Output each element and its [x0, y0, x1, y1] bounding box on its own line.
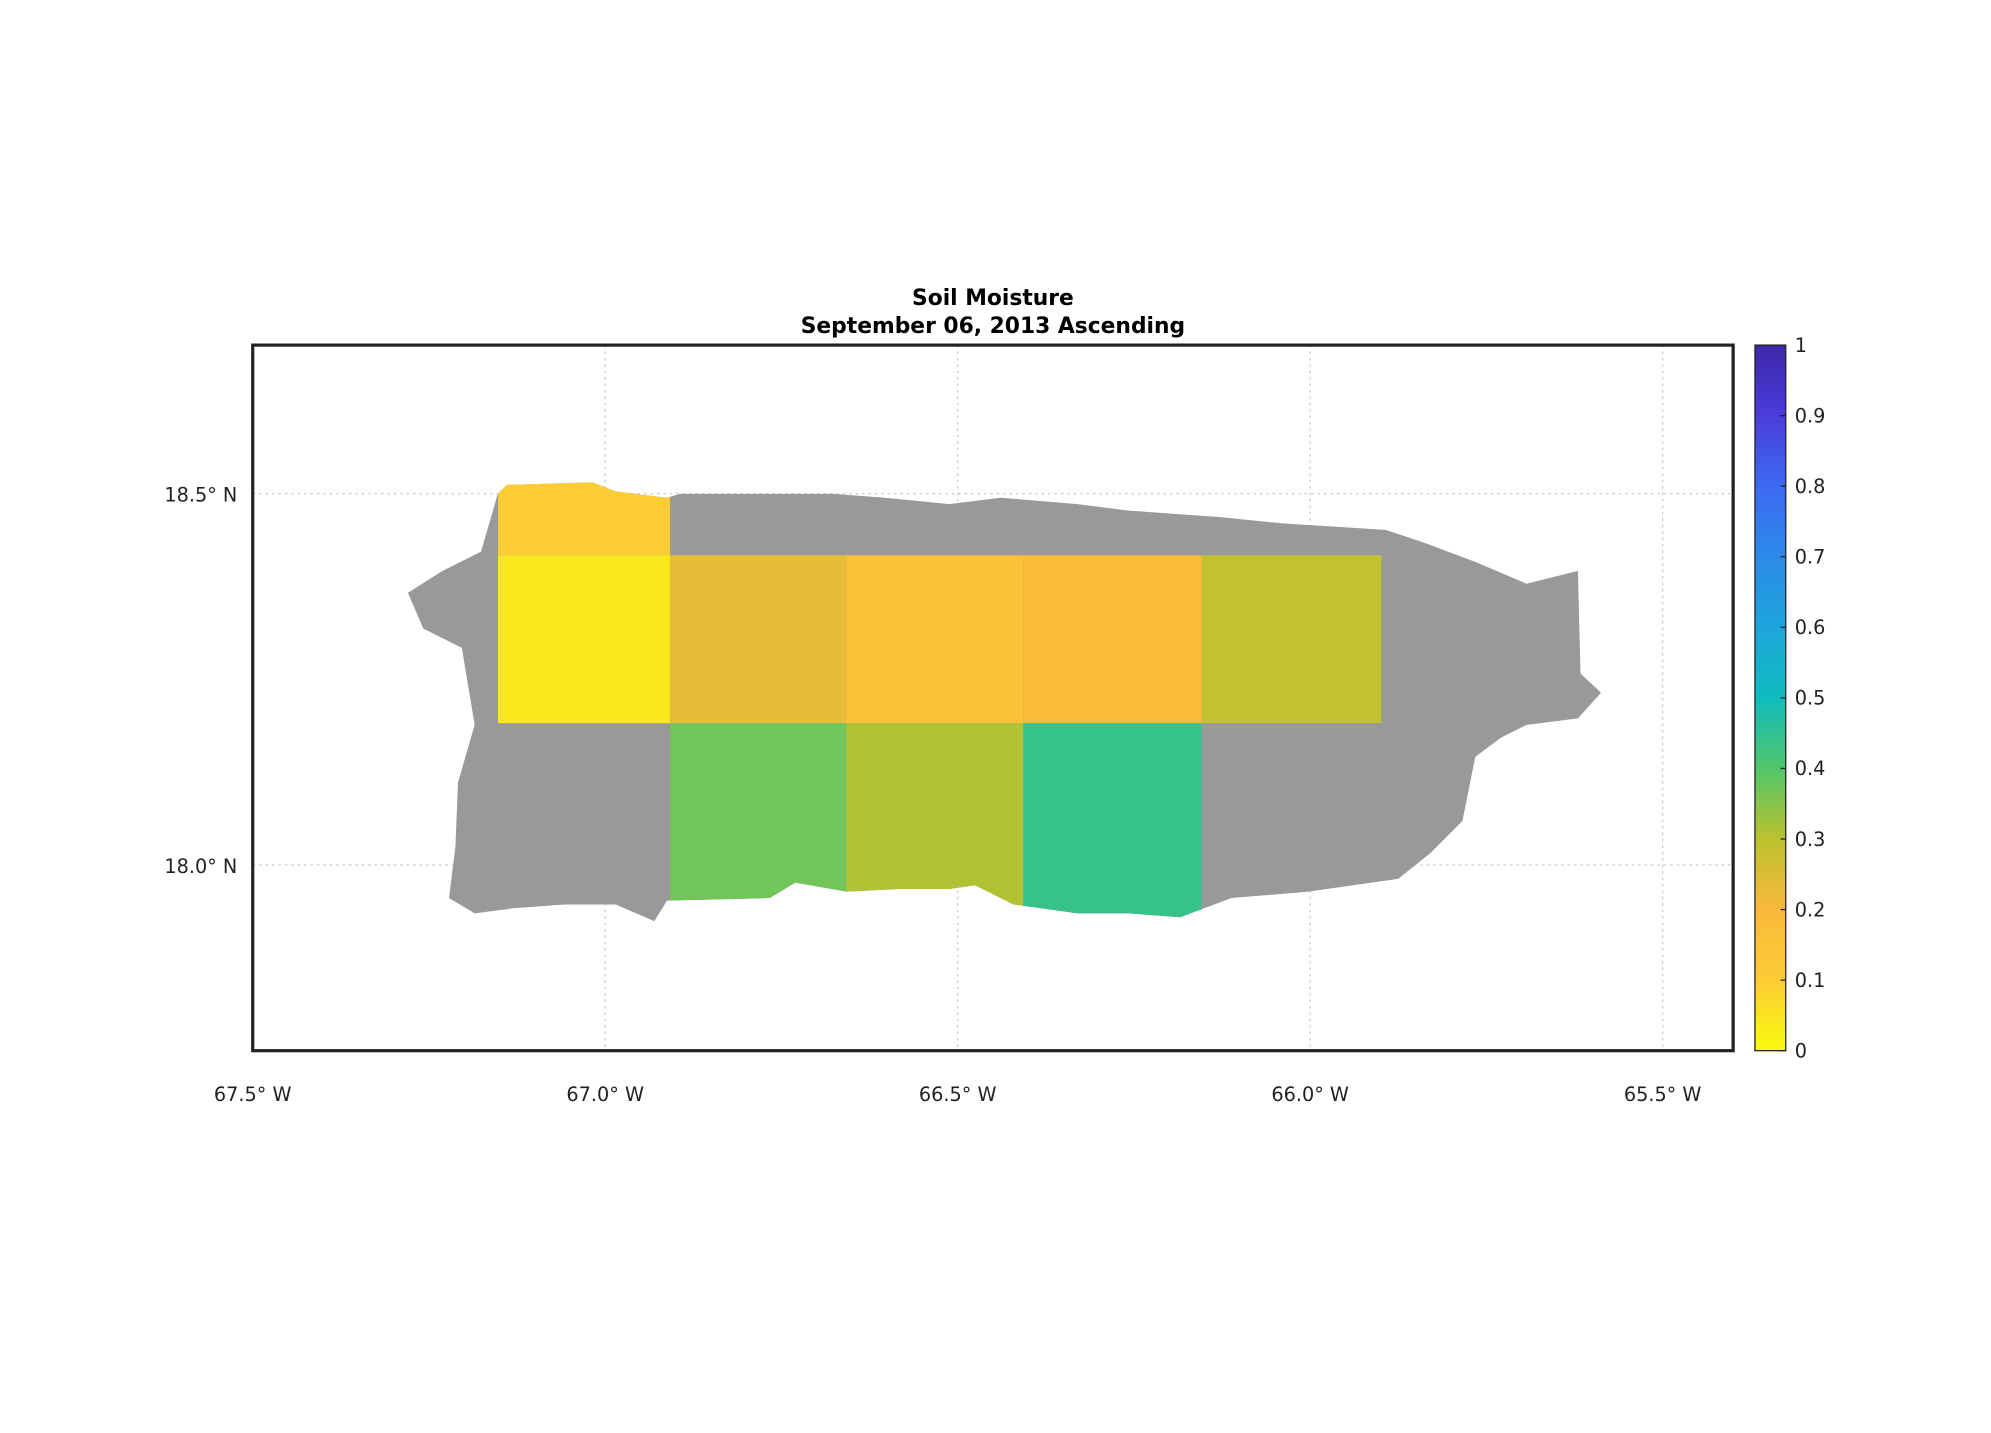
x-tick-label: 67.5° W: [214, 1083, 292, 1106]
colorbar-tick-label: 0: [1795, 1039, 1807, 1062]
colorbar-tick-label: 1: [1795, 334, 1807, 357]
chart-subtitle: September 06, 2013 Ascending: [801, 314, 1185, 339]
x-tick-label: 66.5° W: [919, 1083, 997, 1106]
colorbar-tick-label: 0.8: [1795, 475, 1826, 498]
colorbar: 0 0.1 0.2 0.3 0.4 0.5 0.6 0.7 0.8 0.9 1: [1754, 334, 1826, 1062]
colorbar-tick-label: 0.9: [1795, 404, 1826, 427]
cell: [498, 555, 671, 724]
colorbar-tick-label: 0.2: [1795, 898, 1826, 921]
x-tick-label: 65.5° W: [1624, 1083, 1702, 1106]
colorbar-tick-label: 0.5: [1795, 687, 1826, 710]
cell: [670, 555, 847, 724]
colorbar-tick-label: 0.7: [1795, 546, 1826, 569]
cell: [1201, 555, 1382, 724]
cell: [498, 482, 671, 556]
colorbar-tick-label: 0.6: [1795, 616, 1826, 639]
colorbar-tick-label: 0.1: [1795, 969, 1826, 992]
y-tick-label: 18.0° N: [164, 855, 237, 878]
chart-title: Soil Moisture: [912, 286, 1074, 311]
cell: [1023, 723, 1202, 922]
cell: [846, 723, 1024, 922]
plot-frame: [251, 343, 1735, 1053]
cell: [846, 555, 1024, 724]
y-tick-label: 18.5° N: [164, 484, 237, 507]
colorbar-tick-label: 0.4: [1795, 757, 1826, 780]
cell: [1023, 555, 1202, 724]
cell: [670, 723, 847, 922]
x-tick-label: 66.0° W: [1271, 1083, 1349, 1106]
x-tick-label: 67.0° W: [566, 1083, 644, 1106]
colorbar-tick-label: 0.3: [1795, 828, 1826, 851]
cells: [498, 482, 1382, 922]
